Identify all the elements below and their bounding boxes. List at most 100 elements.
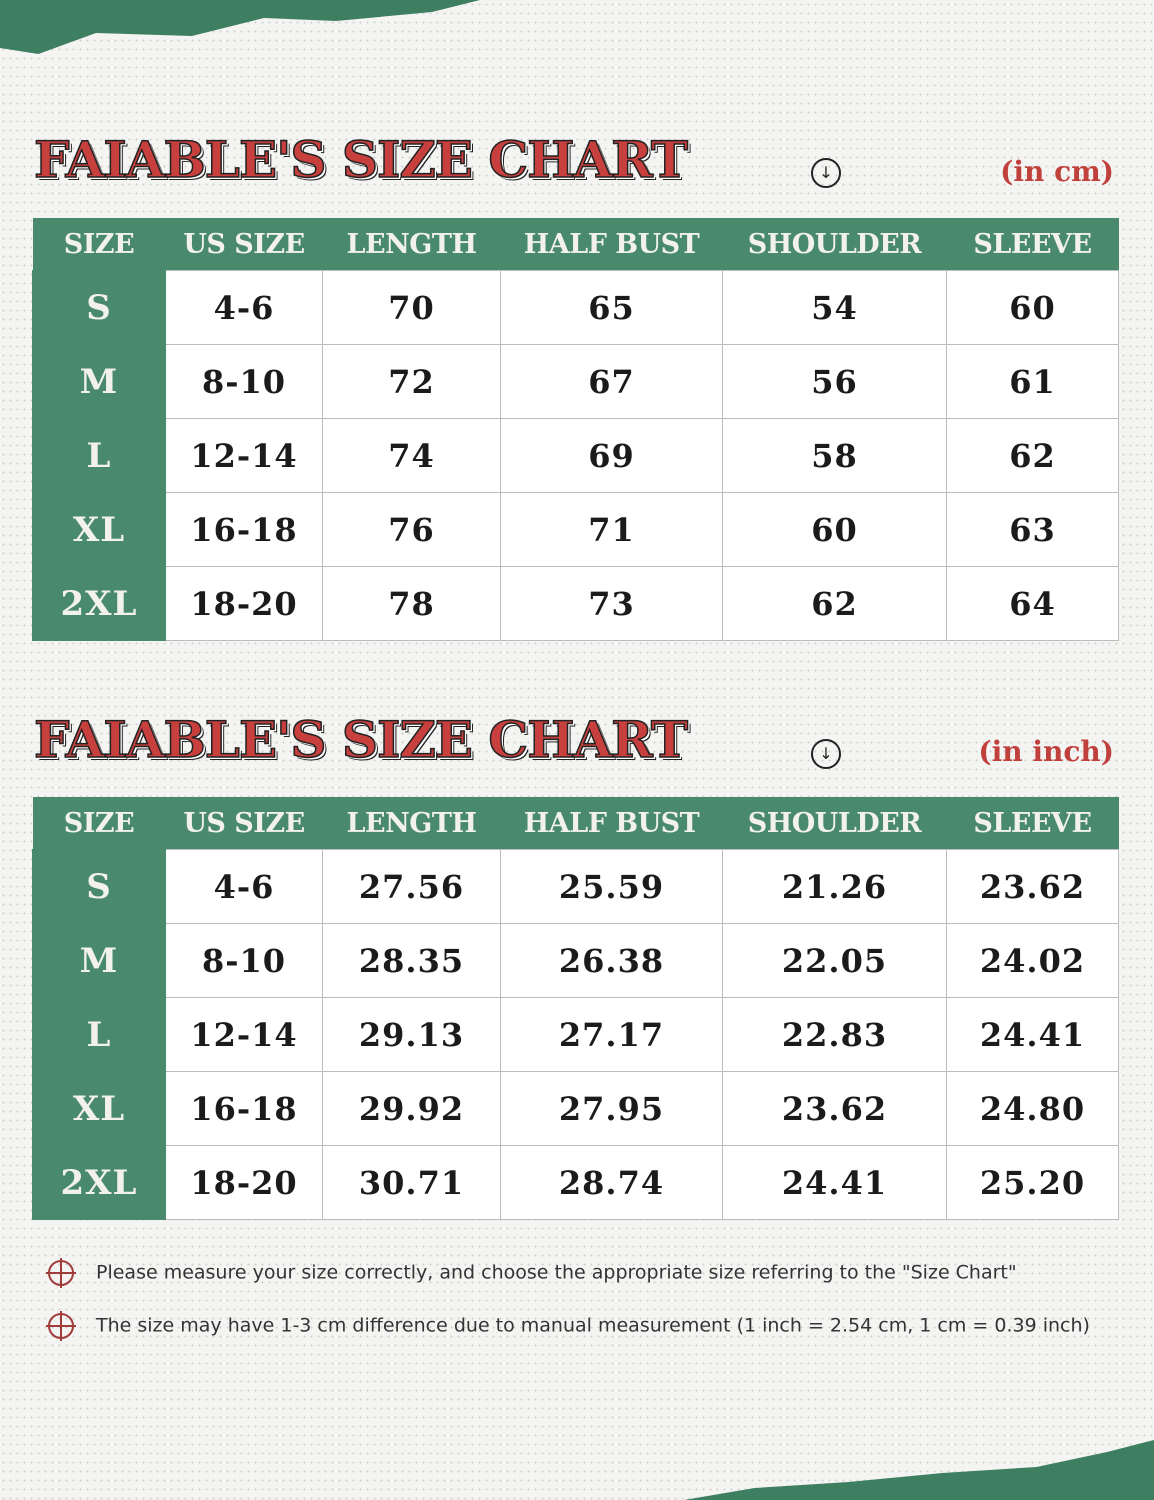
unit-label-cm: (in cm) [1000,155,1114,188]
value-cell: 26.38 [500,923,723,998]
value-cell: 24.80 [946,1071,1119,1146]
table-row: M 8-10 28.35 26.38 22.05 24.02 [32,923,1119,998]
column-header: HALF BUST [500,797,723,850]
crosshair-circle-icon [46,1311,76,1341]
table-row: L 12-14 29.13 27.17 22.83 24.41 [32,997,1119,1072]
table-row: XL 16-18 76 71 60 63 [32,492,1119,567]
value-cell: 30.71 [322,1145,501,1220]
size-cell: L [32,418,166,493]
size-cell: 2XL [32,1145,166,1220]
table-row: 2XL 18-20 30.71 28.74 24.41 25.20 [32,1145,1119,1220]
column-header: SLEEVE [946,218,1119,271]
column-header: SLEEVE [946,797,1119,850]
value-cell: 18-20 [165,1145,323,1220]
column-header: HALF BUST [500,218,723,271]
value-cell: 24.41 [946,997,1119,1072]
value-cell: 24.41 [722,1145,947,1220]
value-cell: 67 [500,344,723,419]
column-header: LENGTH [322,797,501,850]
value-cell: 54 [722,270,947,345]
value-cell: 24.02 [946,923,1119,998]
value-cell: 12-14 [165,418,323,493]
size-cell: M [32,923,166,998]
size-cell: S [32,849,166,924]
size-chart-title-cm: FAIABLE'S SIZE CHART [33,129,689,190]
table-row: S 4-6 27.56 25.59 21.26 23.62 [32,849,1119,924]
value-cell: 61 [946,344,1119,419]
value-cell: 69 [500,418,723,493]
value-cell: 58 [722,418,947,493]
value-cell: 56 [722,344,947,419]
header-row: SIZE US SIZE LENGTH HALF BUST SHOULDER SLEEVE [32,797,1119,850]
table-row: M 8-10 72 67 56 61 [32,344,1119,419]
torn-paper-decoration-bottom [684,1440,1154,1500]
table-row: XL 16-18 29.92 27.95 23.62 24.80 [32,1071,1119,1146]
value-cell: 8-10 [165,923,323,998]
size-cell: L [32,997,166,1072]
value-cell: 4-6 [165,270,323,345]
value-cell: 74 [322,418,501,493]
table-row: L 12-14 74 69 58 62 [32,418,1119,493]
column-header: US SIZE [165,797,323,850]
size-chart-title-inch: FAIABLE'S SIZE CHART [33,709,689,770]
table-row: S 4-6 70 65 54 60 [32,270,1119,345]
note-text: The size may have 1-3 cm difference due … [96,1314,1090,1337]
torn-paper-decoration-top [0,0,480,54]
value-cell: 27.95 [500,1071,723,1146]
size-table-cm: SIZE US SIZE LENGTH HALF BUST SHOULDER SLEEVE… [32,218,1119,641]
size-cell: M [32,344,166,419]
crosshair-circle-icon [46,1258,76,1288]
value-cell: 70 [322,270,501,345]
note-text: Please measure your size correctly, and … [96,1261,1017,1284]
column-header: US SIZE [165,218,323,271]
value-cell: 27.17 [500,997,723,1072]
value-cell: 16-18 [165,1071,323,1146]
value-cell: 23.62 [946,849,1119,924]
column-header: SHOULDER [722,797,947,850]
value-cell: 62 [722,566,947,641]
value-cell: 60 [946,270,1119,345]
unit-label-inch: (in inch) [978,735,1114,768]
note-difference: The size may have 1-3 cm difference due … [46,1311,1090,1341]
value-cell: 23.62 [722,1071,947,1146]
value-cell: 65 [500,270,723,345]
value-cell: 76 [322,492,501,567]
value-cell: 60 [722,492,947,567]
value-cell: 27.56 [322,849,501,924]
circle-arrow-down-icon: ↓ [811,158,841,188]
column-header: SIZE [32,797,166,850]
value-cell: 25.59 [500,849,723,924]
note-measure: Please measure your size correctly, and … [46,1258,1017,1288]
value-cell: 29.13 [322,997,501,1072]
size-table-inch: SIZE US SIZE LENGTH HALF BUST SHOULDER SLEEVE… [32,797,1119,1220]
size-cell: S [32,270,166,345]
value-cell: 71 [500,492,723,567]
column-header: LENGTH [322,218,501,271]
value-cell: 4-6 [165,849,323,924]
size-cell: XL [32,1071,166,1146]
value-cell: 73 [500,566,723,641]
value-cell: 28.35 [322,923,501,998]
size-cell: XL [32,492,166,567]
value-cell: 63 [946,492,1119,567]
value-cell: 62 [946,418,1119,493]
value-cell: 12-14 [165,997,323,1072]
value-cell: 22.83 [722,997,947,1072]
value-cell: 72 [322,344,501,419]
column-header: SIZE [32,218,166,271]
table-row: 2XL 18-20 78 73 62 64 [32,566,1119,641]
value-cell: 28.74 [500,1145,723,1220]
value-cell: 16-18 [165,492,323,567]
value-cell: 8-10 [165,344,323,419]
value-cell: 21.26 [722,849,947,924]
circle-arrow-down-icon: ↓ [811,739,841,769]
size-cell: 2XL [32,566,166,641]
value-cell: 18-20 [165,566,323,641]
value-cell: 78 [322,566,501,641]
value-cell: 22.05 [722,923,947,998]
column-header: SHOULDER [722,218,947,271]
value-cell: 64 [946,566,1119,641]
value-cell: 25.20 [946,1145,1119,1220]
header-row: SIZE US SIZE LENGTH HALF BUST SHOULDER SLEEVE [32,218,1119,271]
value-cell: 29.92 [322,1071,501,1146]
